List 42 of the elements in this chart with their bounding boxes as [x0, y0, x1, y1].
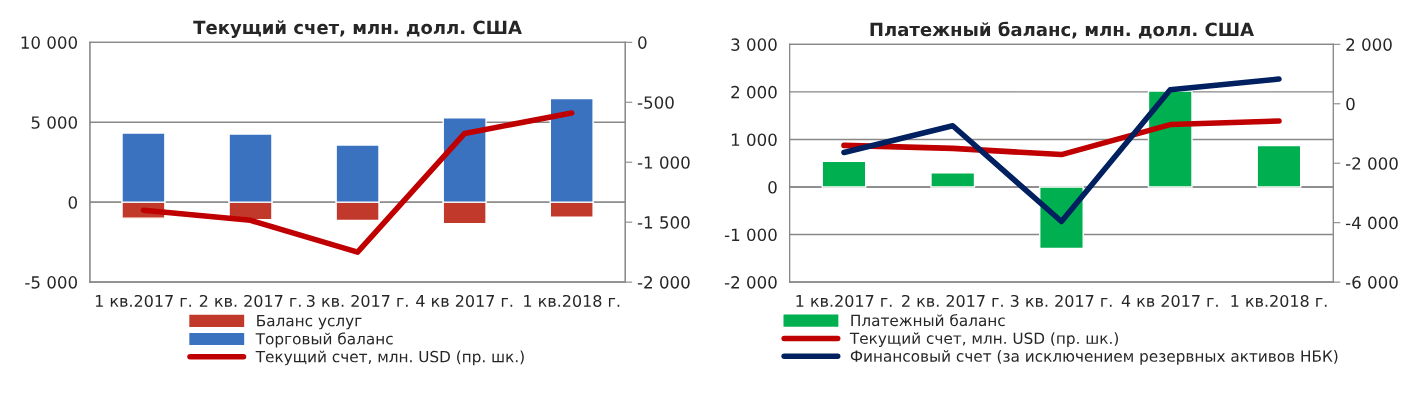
x-tick-label: 1 кв.2018 г.: [524, 294, 620, 307]
legend-label: Текущий счет, млн. USD (пр. шк.): [255, 350, 524, 366]
y-tick-label: 2 000: [731, 85, 777, 99]
x-tick-label: 3 кв. 2017 г.: [306, 294, 408, 307]
y-tick-label: -2 000: [724, 276, 777, 289]
y2-tick-label: -500: [637, 96, 674, 109]
bar: [821, 160, 867, 188]
y2-tick-label: -6 000: [1345, 276, 1398, 289]
y-tick-label: 0: [768, 180, 777, 194]
x-tick-label: 1 кв.2017 г.: [796, 294, 892, 307]
chart-title: Платежный баланс, млн. долл. США: [870, 21, 1254, 39]
y-tick-label: 10 000: [21, 36, 78, 49]
x-tick-label: 1 кв.2017 г.: [95, 294, 192, 307]
y-tick-label: 5 000: [31, 116, 78, 129]
x-tick-label: 4 кв 2017 г.: [1121, 294, 1218, 307]
y2-tick-label: -4 000: [1345, 216, 1398, 230]
bar: [1256, 144, 1302, 188]
bar: [1147, 90, 1193, 188]
x-tick-label: 2 кв. 2017 г.: [902, 294, 1003, 307]
x-tick-label: 1 кв.2018 г.: [1231, 294, 1327, 307]
legend-label: Торговый баланс: [255, 332, 393, 348]
legend-label: Финансовый счет (за исключением резервных активов НБК): [850, 350, 1338, 365]
legend-label: Баланс услуг: [257, 315, 362, 330]
legend-label: Платежный баланс: [851, 314, 1005, 327]
x-tick-label: 4 кв 2017 г.: [416, 294, 513, 307]
bar: [930, 172, 976, 188]
x-tick-label: 3 кв. 2017 г.: [1010, 294, 1112, 307]
y2-tick-label: -2 000: [637, 276, 690, 289]
y2-tick-label: 2 000: [1346, 38, 1392, 51]
y2-tick-label: -2 000: [1345, 157, 1398, 170]
y2-tick-label: -1 500: [637, 216, 690, 229]
y-tick-label: 3 000: [731, 38, 777, 51]
y-tick-label: -1 000: [724, 228, 777, 242]
y2-tick-label: 0: [1346, 97, 1355, 111]
chart-title: Текущий счет, млн. долл. США: [193, 20, 522, 38]
y-tick-label: -5 000: [25, 276, 78, 289]
y-tick-label: 0: [68, 196, 78, 209]
legend-label: Текущий счет, млн. USD (пр. шк.): [849, 332, 1118, 347]
y-tick-label: 1 000: [731, 133, 777, 147]
y2-tick-label: 0: [638, 36, 647, 49]
x-tick-label: 2 кв. 2017 г.: [199, 294, 301, 307]
y2-tick-label: -1 000: [637, 156, 690, 169]
